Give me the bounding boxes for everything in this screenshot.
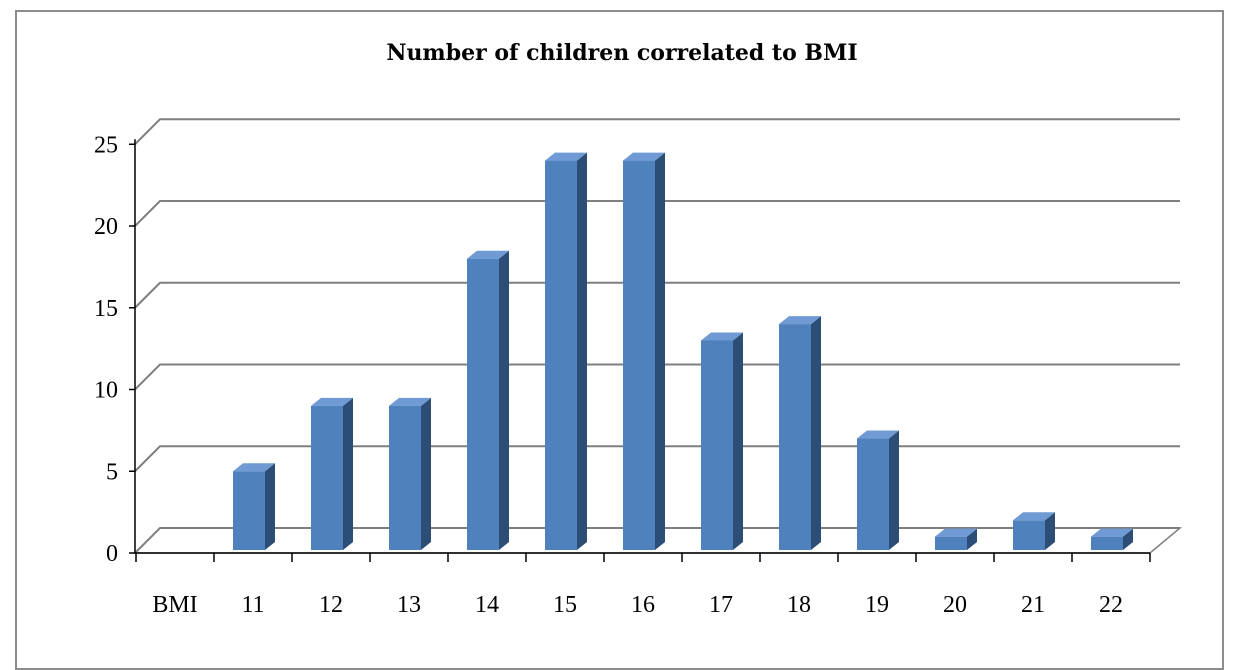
gridline	[134, 363, 1180, 391]
y-tick-label: 20	[94, 214, 118, 240]
bar	[857, 430, 899, 550]
bar-side	[733, 332, 743, 550]
gridline	[134, 200, 1180, 227]
bar-front	[623, 160, 655, 550]
bar-top	[545, 152, 587, 161]
bar-top	[389, 397, 431, 406]
gridline	[134, 445, 1180, 472]
bar-side	[1045, 512, 1055, 550]
x-tick-label: 13	[397, 592, 421, 618]
bar-side	[1123, 528, 1133, 550]
x-tick-label: 20	[943, 592, 967, 618]
bar-front	[545, 160, 577, 550]
bar-front	[389, 405, 421, 550]
bar-side	[265, 463, 275, 550]
bar-side	[811, 316, 821, 550]
x-tick-label: 17	[709, 592, 733, 618]
bar-front	[467, 258, 499, 550]
bar-front	[233, 471, 265, 550]
bar	[701, 332, 743, 550]
y-tick-label: 0	[106, 541, 118, 567]
y-tick-label: 25	[94, 132, 118, 158]
gridline	[134, 118, 1180, 145]
gridline	[134, 281, 1180, 309]
bar-side	[889, 430, 899, 550]
bar-front	[857, 438, 889, 550]
bar	[467, 250, 509, 550]
bar-side	[577, 152, 587, 550]
x-axis-label: BMI	[152, 592, 197, 618]
bar	[233, 463, 275, 550]
bar-side	[421, 397, 431, 550]
bar-top	[233, 463, 275, 472]
bar-front	[1013, 520, 1045, 550]
bar	[623, 152, 665, 550]
bar-top	[467, 250, 509, 259]
bar-front	[1091, 536, 1123, 550]
bar-front	[701, 340, 733, 550]
bar	[935, 528, 977, 550]
x-tick-label: 21	[1021, 592, 1045, 618]
bar	[1091, 528, 1133, 550]
bar-top	[857, 430, 899, 439]
bar-top	[1091, 528, 1133, 537]
bar-front	[935, 536, 967, 550]
x-tick-label: 16	[631, 592, 655, 618]
x-tick-label: 11	[241, 592, 264, 618]
bar-top	[935, 528, 977, 537]
bar-top	[779, 316, 821, 325]
x-tick-label: 22	[1099, 592, 1123, 618]
bar-front	[779, 324, 811, 550]
bar-side	[499, 250, 509, 550]
x-tick-label: 14	[475, 592, 499, 618]
y-tick-label: 15	[94, 296, 118, 322]
bar-side	[655, 152, 665, 550]
bar-top	[1013, 512, 1055, 521]
x-tick-label: 18	[787, 592, 811, 618]
bar-front	[311, 405, 343, 550]
bar	[311, 397, 353, 550]
bar-top	[623, 152, 665, 161]
bar-top	[311, 397, 353, 406]
x-tick-label: 15	[553, 592, 577, 618]
chart-title: Number of children correlated to BMI	[386, 40, 858, 66]
bar	[545, 152, 587, 550]
y-tick-label: 10	[94, 378, 118, 404]
bar	[389, 397, 431, 550]
x-tick-label: 19	[865, 592, 889, 618]
bar-top	[701, 332, 743, 341]
x-tick-label: 12	[319, 592, 343, 618]
bar-side	[967, 528, 977, 550]
bar	[779, 316, 821, 550]
bar	[1013, 512, 1055, 550]
bar-side	[343, 397, 353, 550]
y-tick-label: 5	[106, 459, 118, 485]
